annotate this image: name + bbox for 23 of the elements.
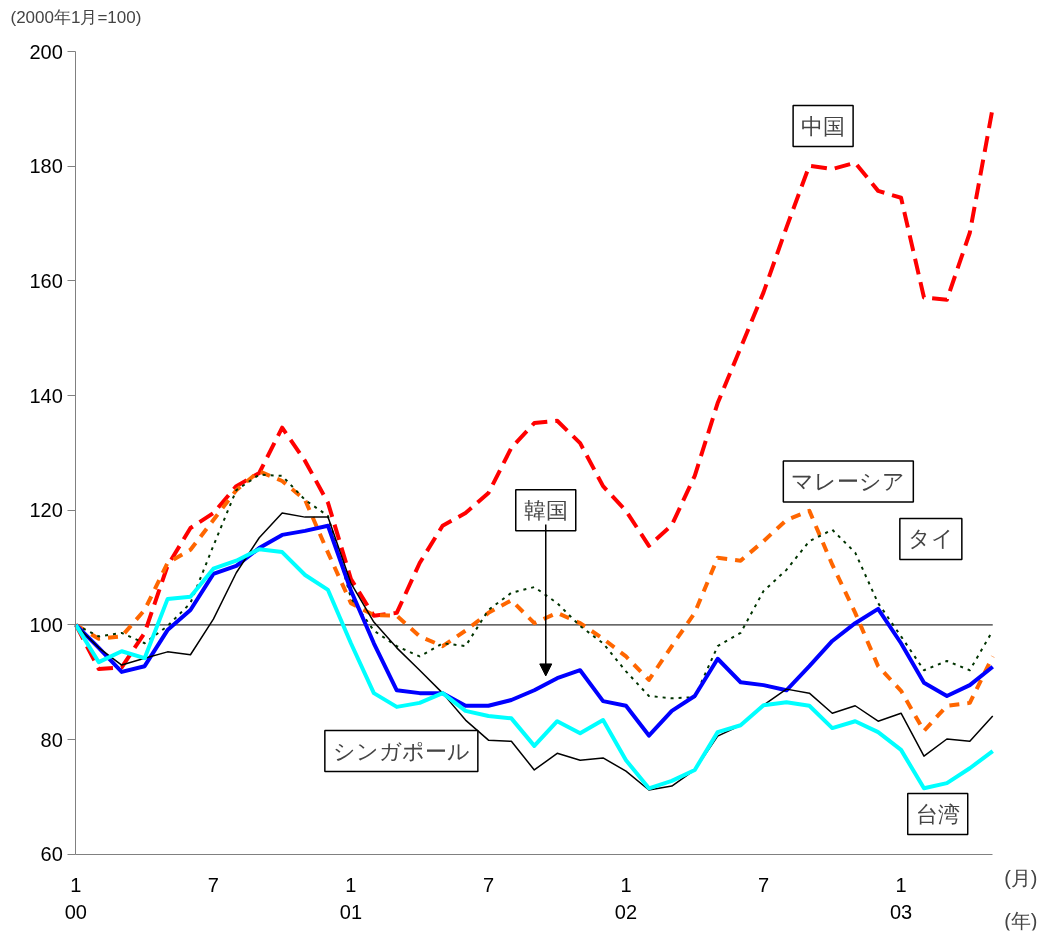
x-tick-label: 7	[482, 874, 495, 897]
series-label: シンガポール	[332, 738, 470, 764]
y-tick-label: 60	[40, 843, 63, 866]
x-tick-label: 7	[207, 874, 219, 897]
text: (月)	[1004, 867, 1038, 890]
text: 韓国	[523, 497, 568, 523]
series-label: 中国	[801, 113, 846, 139]
x-tick-label: 7	[757, 874, 770, 897]
y-tick-label: 80	[40, 728, 63, 751]
x-tick-label: 1 01	[339, 874, 363, 923]
x-tick-label: 1 03	[889, 874, 913, 923]
text: タイ	[907, 526, 954, 552]
y-tick-label: 200	[29, 40, 63, 63]
x-tick-label: 1 00	[64, 874, 87, 923]
y-tick-label: 180	[29, 155, 63, 178]
y-tick-label: 120	[29, 499, 63, 522]
y-tick-label: 160	[29, 269, 63, 292]
y-tick-label: 140	[29, 384, 63, 407]
y-axis-title: (2000年1月=100)	[10, 7, 142, 27]
x-tick-label: 1 02	[614, 874, 638, 923]
series-label: マレーシア	[791, 469, 906, 495]
series-label: 台湾	[915, 801, 960, 827]
y-tick-label: 100	[29, 613, 63, 636]
